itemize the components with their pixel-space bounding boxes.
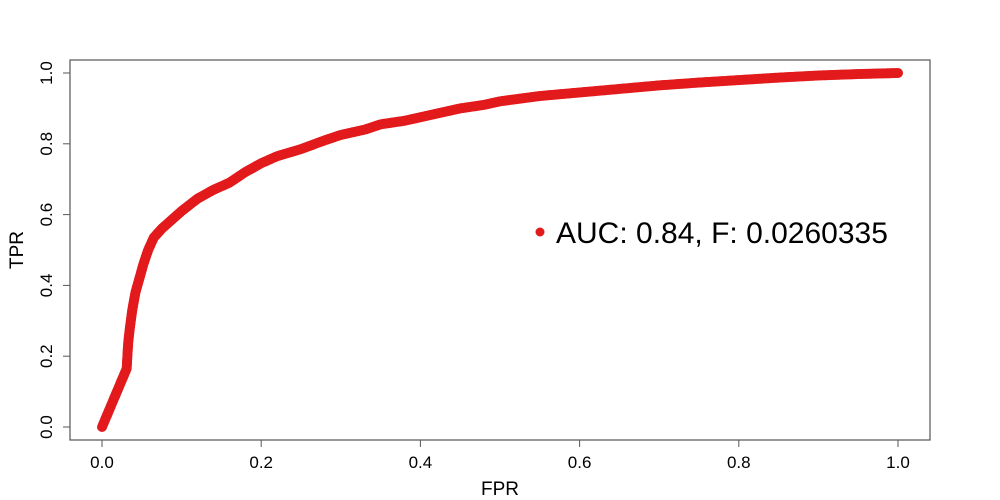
- legend: AUC: 0.84, F: 0.0260335: [535, 217, 888, 250]
- series-layer: [97, 68, 903, 432]
- x-axis-label: FPR: [481, 479, 519, 500]
- y-axis: 0.0 0.2 0.4 0.6 0.8 1.0: [37, 61, 71, 439]
- series-line: [101, 72, 899, 428]
- y-tick-label: 0.8: [37, 132, 56, 156]
- legend-entry-label: AUC: 0.84, F: 0.0260335: [556, 217, 888, 250]
- x-tick-label: 0.8: [727, 453, 751, 472]
- y-tick-label: 0.4: [37, 274, 56, 298]
- series-points: [97, 68, 903, 432]
- x-tick-label: 0.2: [249, 453, 273, 472]
- y-tick-label: 1.0: [37, 61, 56, 85]
- x-tick-label: 0.0: [90, 453, 114, 472]
- x-tick-label: 1.0: [886, 453, 910, 472]
- y-tick-label: 0.6: [37, 203, 56, 227]
- data-point: [893, 68, 903, 78]
- y-tick-label: 0.2: [37, 344, 56, 368]
- y-tick-label: 0.0: [37, 415, 56, 439]
- x-axis: 0.0 0.2 0.4 0.6 0.8 1.0: [90, 439, 910, 472]
- x-tick-label: 0.6: [568, 453, 592, 472]
- x-tick-label: 0.4: [409, 453, 433, 472]
- plot-frame: [69, 59, 931, 441]
- y-axis-label: TPR: [7, 231, 28, 269]
- legend-marker: [535, 227, 545, 237]
